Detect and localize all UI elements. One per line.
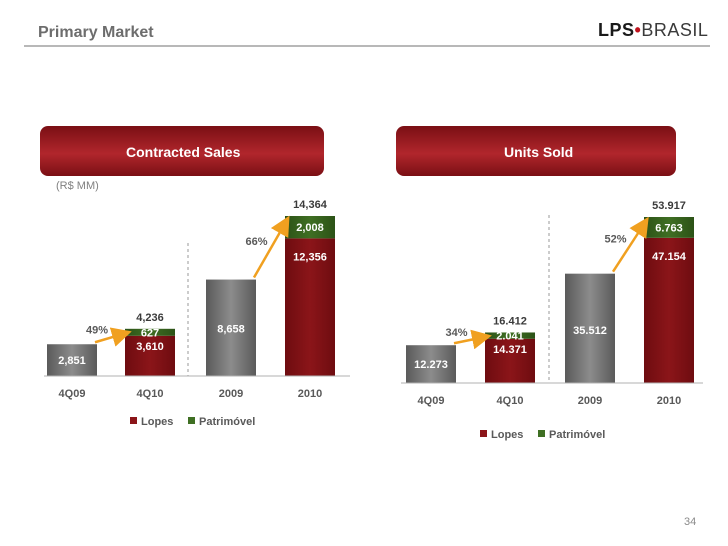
right-chart-tick-4Q10: 4Q10 [497, 395, 524, 407]
left-chart-legend-label-patrimovel: Patrimóvel [199, 416, 255, 428]
left-chart-legend-swatch-lopes [130, 417, 137, 424]
right-chart-tick-4Q09: 4Q09 [418, 395, 445, 407]
left-chart-label-4Q10-total: 4,236 [136, 312, 164, 324]
left-chart-label-2010-patrimovel: 2,008 [296, 222, 324, 234]
right-chart-label-4Q10-lopes: 14.371 [493, 344, 527, 356]
right-chart-growth-arrow-0 [453, 329, 492, 350]
left-chart-label-4Q10-lopes: 3,610 [136, 341, 164, 353]
right-chart-legend-swatch-patrimovel [538, 430, 545, 437]
left-chart-growth-arrow-0 [94, 327, 132, 347]
contracted-sales-header: Contracted Sales [40, 126, 324, 176]
right-chart-legend-label-lopes: Lopes [491, 429, 523, 441]
left-chart-growth-arrow-1 [252, 215, 290, 279]
left-chart-bar-2010-patrimovel [285, 216, 335, 239]
right-chart-label-4Q09-total: 12.273 [414, 359, 448, 371]
left-chart-growth-label-0: 49% [86, 325, 108, 337]
left-chart-label-2009-total: 8,658 [217, 324, 245, 336]
contracted-sales-header-label: Contracted Sales [126, 144, 241, 160]
right-chart-label-2010-total: 53.917 [652, 200, 686, 212]
left-chart-tick-4Q09: 4Q09 [59, 388, 86, 400]
right-chart-bar-2010-lopes [644, 237, 694, 383]
left-chart-bar-2009-total [206, 279, 256, 376]
left-chart-legend-swatch-patrimovel [188, 417, 195, 424]
left-chart-bar-4Q09-total [47, 344, 97, 376]
right-chart-growth-label-1: 52% [604, 233, 626, 245]
right-chart-label-2010-lopes: 47.154 [652, 251, 687, 263]
right-chart-label-4Q10-patrimovel: 2.041 [496, 331, 524, 343]
left-chart-growth-label-1: 66% [245, 236, 267, 248]
right-chart-growth-arrow-1 [611, 216, 649, 273]
right-chart-label-2010-patrimovel: 6.763 [655, 222, 683, 234]
left-chart-legend-label-lopes: Lopes [141, 416, 173, 428]
page-number: 34 [684, 516, 697, 528]
units-sold-header-label: Units Sold [504, 144, 574, 160]
right-chart-legend-label-patrimovel: Patrimóvel [549, 429, 605, 441]
units-sold-header: Units Sold [396, 126, 676, 176]
left-chart-bar-4Q10-patrimovel [125, 328, 175, 336]
page-title: Primary Market [38, 24, 154, 41]
left-chart-bar-4Q10-lopes [125, 335, 175, 376]
left-chart-tick-4Q10: 4Q10 [137, 388, 164, 400]
right-chart-tick-2010: 2010 [657, 395, 681, 407]
unit-label: (R$ MM) [56, 180, 99, 192]
right-chart-bar-4Q10-patrimovel [485, 332, 535, 339]
right-chart-label-2009-total: 35.512 [573, 325, 607, 337]
left-chart-tick-2010: 2010 [298, 388, 322, 400]
right-chart-bar-2010-patrimovel [644, 217, 694, 238]
left-chart-label-2010-lopes: 12,356 [293, 251, 327, 263]
right-chart-legend-swatch-lopes [480, 430, 487, 437]
left-chart-tick-2009: 2009 [219, 388, 243, 400]
left-chart-label-4Q10-patrimovel: 627 [141, 327, 159, 339]
right-chart-bar-2009-total [565, 273, 615, 383]
lps-brasil-logo: LPS•BRASIL [598, 20, 709, 40]
left-chart-label-4Q09-total: 2,851 [58, 355, 86, 367]
title-divider [24, 45, 710, 47]
right-chart-label-4Q10-total: 16.412 [493, 315, 527, 327]
left-chart-label-2010-total: 14,364 [293, 199, 328, 211]
left-chart-bar-2010-lopes [285, 238, 335, 376]
right-chart-growth-label-0: 34% [445, 327, 467, 339]
right-chart-bar-4Q10-lopes [485, 338, 535, 383]
right-chart-bar-4Q09-total [406, 345, 456, 383]
right-chart-tick-2009: 2009 [578, 395, 602, 407]
